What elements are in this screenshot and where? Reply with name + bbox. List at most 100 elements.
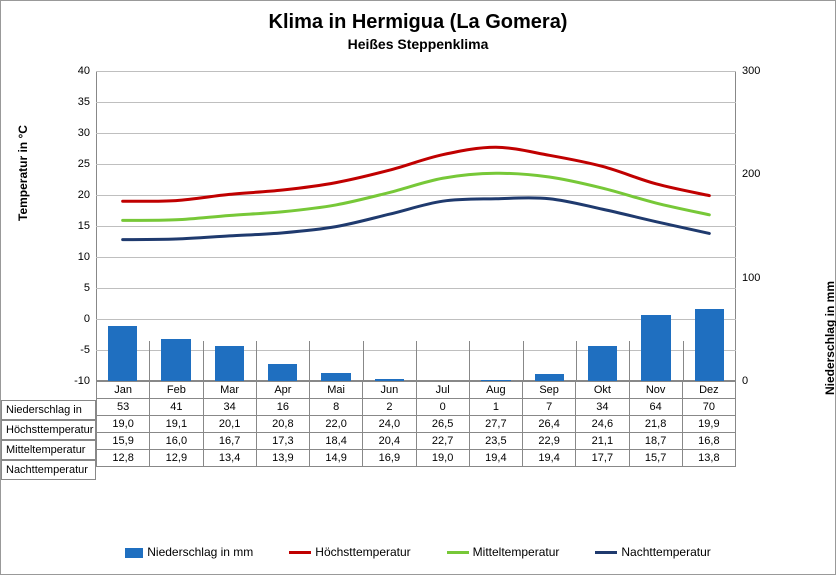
data-cell: 41 xyxy=(150,399,203,416)
y-tick-left: 35 xyxy=(78,96,90,108)
y-tick-left: 15 xyxy=(78,220,90,232)
data-cell: 34 xyxy=(576,399,629,416)
data-cell: 34 xyxy=(203,399,256,416)
month-cell: Sep xyxy=(523,382,576,399)
y-tick-left: 25 xyxy=(78,158,90,170)
data-cell: 64 xyxy=(629,399,682,416)
y-tick-right: 300 xyxy=(742,65,760,77)
y-tick-left: -10 xyxy=(74,375,90,387)
legend-label: Nachttemperatur xyxy=(621,545,710,559)
data-cell: 20,8 xyxy=(256,416,309,433)
data-cell: 19,4 xyxy=(469,450,522,467)
month-cell: Dez xyxy=(682,382,735,399)
y-axis-right-label: Niederschlag in mm xyxy=(823,281,836,395)
data-cell: 22,0 xyxy=(310,416,363,433)
chart-subtitle: Heißes Steppenklima xyxy=(1,36,835,52)
data-cell: 26,5 xyxy=(416,416,469,433)
table-row: 12,812,913,413,914,916,919,019,419,417,7… xyxy=(97,450,736,467)
data-cell: 22,9 xyxy=(523,433,576,450)
data-cell: 20,1 xyxy=(203,416,256,433)
data-cell: 0 xyxy=(416,399,469,416)
data-cell: 17,7 xyxy=(576,450,629,467)
month-cell: Nov xyxy=(629,382,682,399)
data-cell: 7 xyxy=(523,399,576,416)
data-cell: 20,4 xyxy=(363,433,416,450)
y-axis-left-label: Temperatur in °C xyxy=(16,125,30,221)
y-tick-left: 5 xyxy=(84,282,90,294)
table-row: 5341341682017346470 xyxy=(97,399,736,416)
data-cell: 19,0 xyxy=(416,450,469,467)
y-tick-right: 200 xyxy=(742,168,760,180)
table-row: 19,019,120,120,822,024,026,527,726,424,6… xyxy=(97,416,736,433)
legend: Niederschlag in mm Höchsttemperatur Mittel… xyxy=(1,545,835,559)
row-label: Höchsttemperatur xyxy=(1,420,96,440)
month-cell: Mai xyxy=(310,382,363,399)
legend-label: Niederschlag in mm xyxy=(147,545,253,559)
data-cell: 13,9 xyxy=(256,450,309,467)
y-tick-left: 40 xyxy=(78,65,90,77)
y-tick-left: 10 xyxy=(78,251,90,263)
plot-area: -10-505101520253035400100200300 xyxy=(96,71,736,381)
data-cell: 19,1 xyxy=(150,416,203,433)
row-label: Nachttemperatur xyxy=(1,460,96,480)
legend-item: Höchsttemperatur xyxy=(289,545,410,559)
data-cell: 15,7 xyxy=(629,450,682,467)
data-cell: 16,9 xyxy=(363,450,416,467)
month-cell: Aug xyxy=(469,382,522,399)
data-cell: 14,9 xyxy=(310,450,363,467)
y-tick-right: 100 xyxy=(742,272,760,284)
chart-container: Klima in Hermigua (La Gomera) Heißes Ste… xyxy=(0,0,836,575)
data-cell: 70 xyxy=(682,399,735,416)
month-cell: Jun xyxy=(363,382,416,399)
data-cell: 23,5 xyxy=(469,433,522,450)
data-cell: 8 xyxy=(310,399,363,416)
line-layer xyxy=(96,71,736,381)
legend-label: Höchsttemperatur xyxy=(315,545,410,559)
data-cell: 16,7 xyxy=(203,433,256,450)
series-line-nacht xyxy=(123,198,710,240)
legend-line-icon xyxy=(595,551,617,554)
row-label: Mitteltemperatur xyxy=(1,440,96,460)
legend-line-icon xyxy=(289,551,311,554)
legend-bar-icon xyxy=(125,548,143,558)
y-tick-left: 30 xyxy=(78,127,90,139)
legend-item: Nachttemperatur xyxy=(595,545,710,559)
data-cell: 21,8 xyxy=(629,416,682,433)
data-cell: 13,4 xyxy=(203,450,256,467)
month-cell: Okt xyxy=(576,382,629,399)
month-cell: Mar xyxy=(203,382,256,399)
data-cell: 18,4 xyxy=(310,433,363,450)
month-cell: Jul xyxy=(416,382,469,399)
y-tick-left: 0 xyxy=(84,313,90,325)
data-cell: 53 xyxy=(97,399,150,416)
month-cell: Feb xyxy=(150,382,203,399)
data-cell: 16 xyxy=(256,399,309,416)
data-cell: 17,3 xyxy=(256,433,309,450)
data-cell: 15,9 xyxy=(97,433,150,450)
data-cell: 27,7 xyxy=(469,416,522,433)
y-tick-left: 20 xyxy=(78,189,90,201)
data-cell: 16,8 xyxy=(682,433,735,450)
table-row: 15,916,016,717,318,420,422,723,522,921,1… xyxy=(97,433,736,450)
data-cell: 13,8 xyxy=(682,450,735,467)
legend-item: Niederschlag in mm xyxy=(125,545,253,559)
month-cell: Apr xyxy=(256,382,309,399)
data-cell: 19,0 xyxy=(97,416,150,433)
legend-line-icon xyxy=(447,551,469,554)
legend-item: Mitteltemperatur xyxy=(447,545,560,559)
data-cell: 24,0 xyxy=(363,416,416,433)
data-cell: 19,4 xyxy=(523,450,576,467)
data-cell: 19,9 xyxy=(682,416,735,433)
row-label: Niederschlag in mm xyxy=(1,400,96,420)
table-row: JanFebMarAprMaiJunJulAugSepOktNovDez xyxy=(97,382,736,399)
data-cell: 2 xyxy=(363,399,416,416)
data-cell: 22,7 xyxy=(416,433,469,450)
y-tick-right: 0 xyxy=(742,375,748,387)
data-cell: 21,1 xyxy=(576,433,629,450)
data-cell: 16,0 xyxy=(150,433,203,450)
data-cell: 12,8 xyxy=(97,450,150,467)
month-cell: Jan xyxy=(97,382,150,399)
data-cell: 12,9 xyxy=(150,450,203,467)
chart-title: Klima in Hermigua (La Gomera) xyxy=(1,11,835,34)
data-cell: 1 xyxy=(469,399,522,416)
